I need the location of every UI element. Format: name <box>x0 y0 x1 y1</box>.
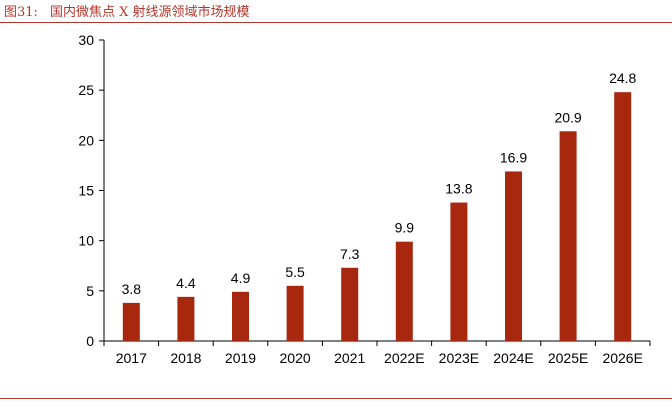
data-label: 24.8 <box>609 70 636 86</box>
data-label: 9.9 <box>395 220 415 236</box>
bar <box>614 92 632 341</box>
bar <box>341 267 359 341</box>
header-rule <box>0 22 672 23</box>
y-tick-label: 5 <box>86 283 94 299</box>
y-tick-label: 0 <box>86 333 94 349</box>
x-tick-label: 2020 <box>280 350 311 366</box>
bar <box>232 291 249 341</box>
data-label: 5.5 <box>285 264 305 280</box>
x-tick-label: 2024E <box>493 350 533 366</box>
bar <box>122 302 140 341</box>
figure-title: 国内微焦点 X 射线源领域市场规模 <box>49 4 250 20</box>
y-tick-label: 15 <box>78 183 94 199</box>
y-tick-label: 30 <box>78 32 94 48</box>
x-tick-label: 2019 <box>225 350 256 366</box>
x-tick-label: 2022E <box>384 350 424 366</box>
y-tick-label: 10 <box>78 233 94 249</box>
figure-number: 图31: <box>4 4 38 20</box>
x-tick-label: 2021 <box>334 350 365 366</box>
y-tick-label: 20 <box>78 132 94 148</box>
data-label: 4.4 <box>176 275 196 291</box>
x-tick-label: 2018 <box>170 350 201 366</box>
x-tick-label: 2017 <box>116 350 147 366</box>
bar <box>395 241 413 341</box>
data-label: 7.3 <box>340 246 360 262</box>
figure-header: 图31: 国内微焦点 X 射线源领域市场规模 <box>4 0 249 20</box>
data-label: 16.9 <box>500 149 527 165</box>
x-tick-label: 2025E <box>548 350 588 366</box>
footer-rule <box>0 398 672 399</box>
y-tick-label: 25 <box>78 82 94 98</box>
bar <box>559 131 577 341</box>
data-label: 13.8 <box>445 181 472 197</box>
data-label: 4.9 <box>231 270 251 286</box>
data-label: 3.8 <box>122 281 142 297</box>
bar <box>505 171 522 341</box>
bar <box>177 296 195 341</box>
data-label: 20.9 <box>554 109 581 125</box>
bar <box>286 285 304 341</box>
bar <box>450 202 468 341</box>
x-tick-label: 2023E <box>439 350 479 366</box>
x-tick-label: 2026E <box>602 350 642 366</box>
